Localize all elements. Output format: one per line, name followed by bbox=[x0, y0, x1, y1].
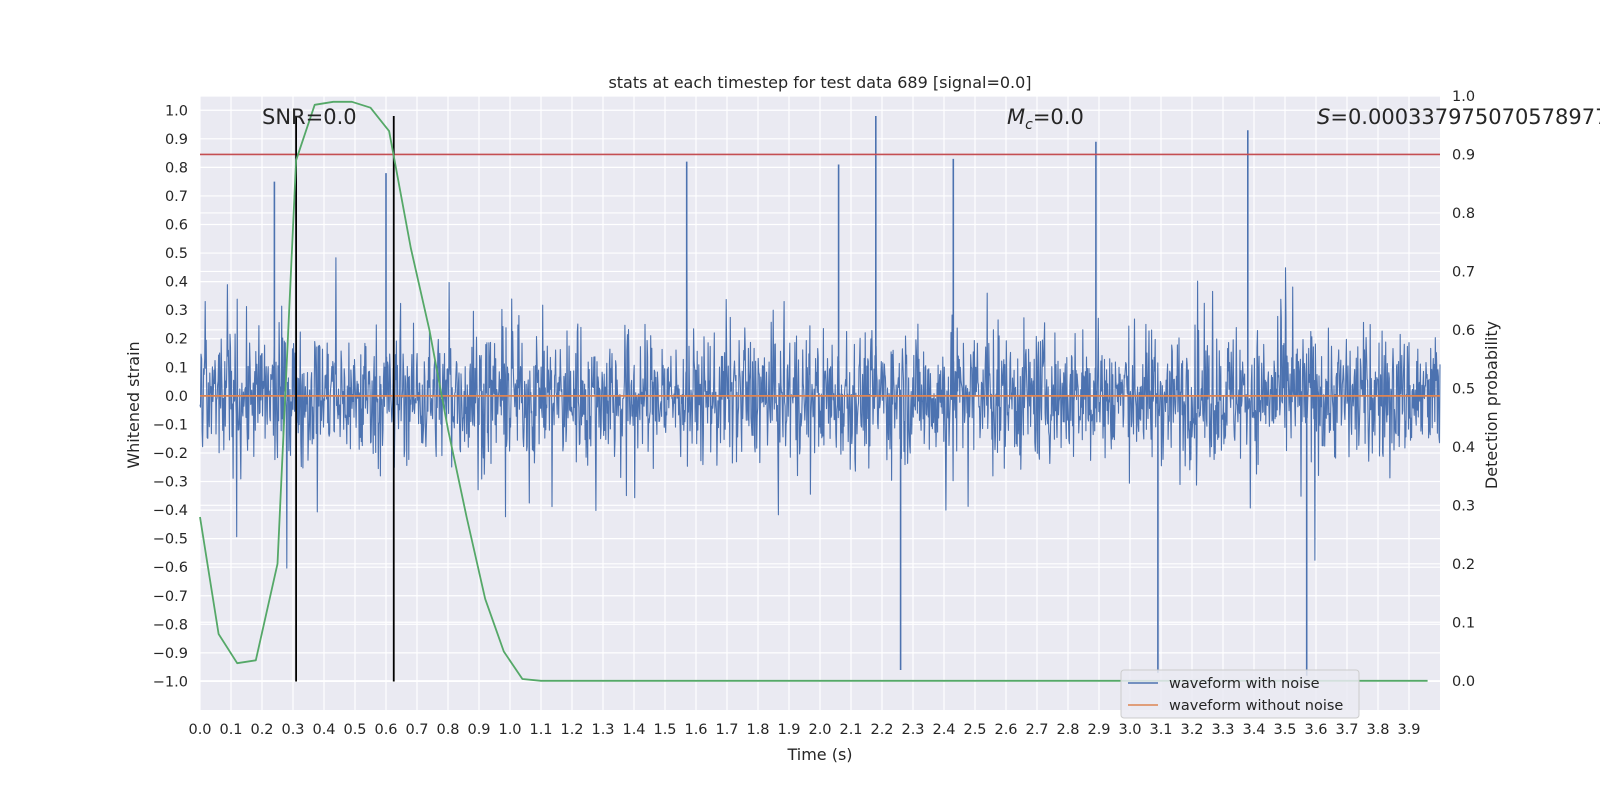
x-tick-label: 2.9 bbox=[1087, 722, 1110, 738]
y-left-tick-label: −0.7 bbox=[153, 589, 188, 605]
y-right-tick-label: 0.5 bbox=[1452, 381, 1475, 397]
x-tick-label: 2.3 bbox=[901, 722, 924, 738]
y-right-tick-label: 0.9 bbox=[1452, 147, 1475, 163]
x-tick-label: 2.4 bbox=[932, 722, 955, 738]
y-left-tick-label: 0.5 bbox=[165, 246, 188, 262]
y-left-tick-label: −0.1 bbox=[153, 417, 188, 433]
x-axis-label: Time (s) bbox=[786, 745, 852, 764]
y-left-tick-label: 0.9 bbox=[165, 132, 188, 148]
chart-title: stats at each timestep for test data 689… bbox=[608, 73, 1031, 92]
y-left-tick-label: 0.7 bbox=[165, 189, 188, 205]
x-tick-label: 2.1 bbox=[839, 722, 862, 738]
y-left-tick-label: −0.4 bbox=[153, 503, 188, 519]
x-tick-label: 0.5 bbox=[343, 722, 366, 738]
x-tick-label: 2.6 bbox=[994, 722, 1017, 738]
x-tick-label: 0.8 bbox=[436, 722, 459, 738]
y-left-tick-label: −1.0 bbox=[153, 674, 188, 690]
y-left-tick-label: 1.0 bbox=[165, 103, 188, 119]
y-left-tick-label: 0.8 bbox=[165, 160, 188, 176]
x-tick-label: 3.2 bbox=[1180, 722, 1203, 738]
x-tick-label: 3.6 bbox=[1304, 722, 1327, 738]
x-tick-label: 0.3 bbox=[281, 722, 304, 738]
y-axis-label-right: Detection probability bbox=[1482, 321, 1501, 489]
y-left-tick-label: −0.2 bbox=[153, 446, 188, 462]
x-tick-label: 2.7 bbox=[1025, 722, 1048, 738]
legend-box bbox=[1120, 669, 1360, 719]
x-tick-label: 0.9 bbox=[467, 722, 490, 738]
legend-label-clean: waveform without noise bbox=[1169, 698, 1343, 714]
x-tick-label: 1.4 bbox=[622, 722, 645, 738]
y-left-tick-label: −0.8 bbox=[153, 617, 188, 633]
y-left-tick-label: −0.9 bbox=[153, 646, 188, 662]
waveform-with-noise-line bbox=[199, 222, 1441, 569]
x-tick-label: 1.5 bbox=[653, 722, 676, 738]
y-axis-label-left: Whitened strain bbox=[124, 341, 143, 468]
x-tick-label: 1.3 bbox=[591, 722, 614, 738]
x-tick-label: 1.8 bbox=[746, 722, 769, 738]
x-tick-label: 3.7 bbox=[1335, 722, 1358, 738]
y-right-tick-label: 1.0 bbox=[1452, 89, 1475, 105]
y-right-tick-label: 0.1 bbox=[1452, 615, 1475, 631]
x-tick-label: 2.5 bbox=[963, 722, 986, 738]
x-tick-label: 0.1 bbox=[219, 722, 242, 738]
x-tick-label: 1.1 bbox=[529, 722, 552, 738]
x-tick-label: 1.7 bbox=[715, 722, 738, 738]
tick-labels: 0.0 0.1 0.2 0.3 0.4 0.5 0.6 0.7 0.8 0.9 1.0 1.1 1.2 1… bbox=[153, 89, 1475, 738]
y-left-tick-label: −0.3 bbox=[153, 475, 188, 491]
x-tick-label: 1.9 bbox=[777, 722, 800, 738]
y-right-tick-label: 0.6 bbox=[1452, 323, 1475, 339]
chirp-mass-annotation: Mc=0.0 bbox=[1007, 105, 1084, 133]
x-tick-label: 3.1 bbox=[1149, 722, 1172, 738]
y-right-tick-label: 0.2 bbox=[1452, 557, 1475, 573]
x-tick-label: 1.2 bbox=[560, 722, 583, 738]
y-right-tick-label: 0.4 bbox=[1452, 440, 1475, 456]
x-tick-label: 0.0 bbox=[188, 722, 211, 738]
y-right-tick-label: 0.7 bbox=[1452, 264, 1475, 280]
x-tick-label: 3.5 bbox=[1273, 722, 1296, 738]
x-tick-label: 2.2 bbox=[870, 722, 893, 738]
y-left-tick-label: 0.2 bbox=[165, 332, 188, 348]
x-tick-label: 3.9 bbox=[1397, 722, 1420, 738]
x-tick-label: 1.6 bbox=[684, 722, 707, 738]
y-left-tick-label: 0.4 bbox=[165, 275, 188, 291]
x-tick-label: 2.8 bbox=[1056, 722, 1079, 738]
legend: waveform with noise waveform without noi… bbox=[1120, 669, 1360, 719]
x-tick-label: 0.7 bbox=[405, 722, 428, 738]
y-left-tick-label: 0.0 bbox=[165, 389, 188, 405]
grid bbox=[199, 95, 1440, 710]
x-tick-label: 0.4 bbox=[312, 722, 335, 738]
y-right-tick-label: 0.8 bbox=[1452, 206, 1475, 222]
x-tick-label: 0.2 bbox=[250, 722, 273, 738]
x-tick-label: 0.6 bbox=[374, 722, 397, 738]
x-tick-label: 2.0 bbox=[808, 722, 831, 738]
x-tick-label: 1.0 bbox=[498, 722, 521, 738]
y-left-tick-label: −0.5 bbox=[153, 532, 188, 548]
y-left-tick-label: 0.3 bbox=[165, 303, 188, 319]
x-tick-label: 3.0 bbox=[1118, 722, 1141, 738]
y-left-tick-label: 0.1 bbox=[165, 360, 188, 376]
snr-annotation: SNR=0.0 bbox=[262, 105, 357, 129]
y-right-tick-label: 0.3 bbox=[1452, 498, 1475, 514]
y-right-tick-label: 0.0 bbox=[1452, 674, 1475, 690]
series-waveform-with-noise bbox=[199, 115, 1441, 676]
x-tick-label: 3.4 bbox=[1242, 722, 1265, 738]
y-left-tick-label: 0.6 bbox=[165, 218, 188, 234]
x-tick-label: 3.8 bbox=[1366, 722, 1389, 738]
y-left-tick-label: −0.6 bbox=[153, 560, 188, 576]
x-tick-label: 3.3 bbox=[1211, 722, 1234, 738]
s-annotation: S=0.000337975070578977 bbox=[1317, 105, 1600, 129]
legend-label-noise: waveform with noise bbox=[1169, 676, 1320, 692]
